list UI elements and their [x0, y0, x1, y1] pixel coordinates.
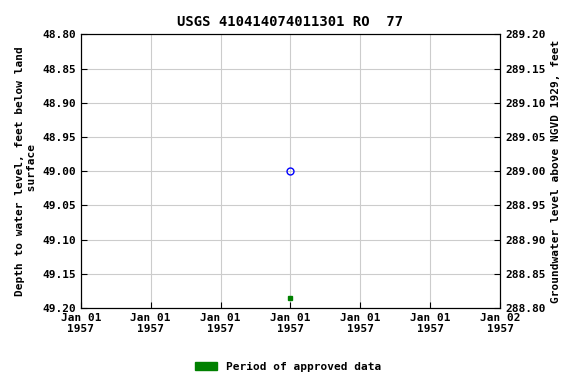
- Title: USGS 410414074011301 RO  77: USGS 410414074011301 RO 77: [177, 15, 403, 29]
- Y-axis label: Depth to water level, feet below land
 surface: Depth to water level, feet below land su…: [15, 46, 37, 296]
- Y-axis label: Groundwater level above NGVD 1929, feet: Groundwater level above NGVD 1929, feet: [551, 40, 561, 303]
- Legend: Period of approved data: Period of approved data: [191, 358, 385, 377]
